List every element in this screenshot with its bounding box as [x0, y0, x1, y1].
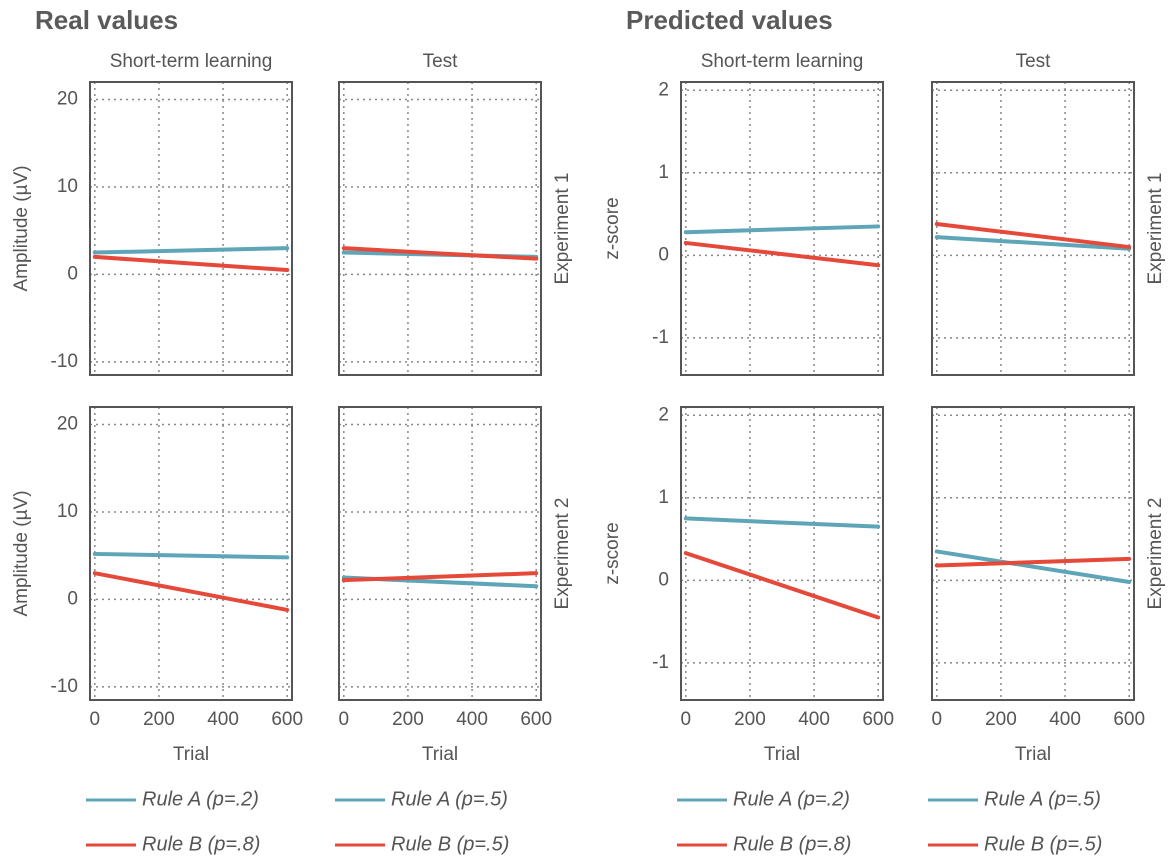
x-tick-label: 600	[862, 709, 894, 730]
series-line	[92, 254, 290, 273]
row-label: Experiment 2	[1145, 498, 1166, 610]
y-tick-label: 2	[658, 79, 669, 100]
series-line	[934, 549, 1132, 584]
column-title: Test	[1016, 51, 1052, 72]
panel-frame	[338, 81, 542, 376]
row-label: Experiment 2	[552, 498, 573, 610]
series-line	[341, 246, 539, 261]
series-line	[934, 235, 1132, 251]
x-tick-label: 400	[1049, 709, 1081, 730]
x-tick-label: 400	[207, 709, 239, 730]
group-title: Real values	[35, 5, 178, 35]
y-tick-label: -1	[652, 327, 669, 348]
x-tick-label: 200	[392, 709, 424, 730]
series-line	[934, 556, 1132, 568]
series-line	[92, 571, 290, 612]
y-tick-label: -1	[652, 652, 669, 673]
y-axis-label: Amplitude (µV)	[11, 490, 32, 616]
column-title: Short-term learning	[701, 51, 864, 72]
x-tick-label: 600	[271, 709, 303, 730]
series-line	[934, 221, 1132, 250]
x-tick-label: 0	[339, 709, 350, 730]
x-axis-label: Trial	[1015, 744, 1051, 765]
legend-label: Rule B (p=.5)	[984, 833, 1102, 855]
y-tick-label: -10	[51, 351, 78, 372]
legend-label: Rule B (p=.5)	[391, 833, 509, 855]
series-line	[683, 516, 881, 529]
x-tick-label: 0	[681, 709, 692, 730]
y-tick-label: 20	[57, 89, 78, 110]
panel-frame	[89, 81, 293, 376]
x-tick-label: 600	[1113, 709, 1145, 730]
x-tick-label: 0	[932, 709, 943, 730]
series-line	[92, 551, 290, 560]
series-line	[92, 246, 290, 255]
x-tick-label: 400	[798, 709, 830, 730]
panel-frame	[680, 81, 884, 376]
panel-frame	[931, 406, 1135, 701]
legend-label: Rule A (p=.5)	[984, 788, 1101, 810]
x-tick-label: 200	[143, 709, 175, 730]
group-title: Predicted values	[626, 5, 833, 35]
x-axis-label: Trial	[764, 744, 800, 765]
y-tick-label: 2	[658, 404, 669, 425]
y-tick-label: -10	[51, 676, 78, 697]
panel-frame	[931, 81, 1135, 376]
panel-frame	[89, 406, 293, 701]
x-tick-label: 200	[734, 709, 766, 730]
column-title: Short-term learning	[110, 51, 273, 72]
y-axis-label: Amplitude (µV)	[11, 165, 32, 291]
legend-label: Rule B (p=.8)	[142, 833, 260, 855]
legend-label: Rule B (p=.8)	[733, 833, 851, 855]
x-tick-label: 0	[90, 709, 101, 730]
y-axis-label: z-score	[602, 197, 623, 259]
x-tick-label: 200	[985, 709, 1017, 730]
legend-label: Rule A (p=.5)	[391, 788, 508, 810]
y-tick-label: 0	[658, 569, 669, 590]
y-tick-label: 0	[67, 588, 78, 609]
y-tick-label: 1	[658, 162, 669, 183]
series-line	[683, 224, 881, 235]
x-axis-label: Trial	[422, 744, 458, 765]
y-tick-label: 20	[57, 414, 78, 435]
legend-label: Rule A (p=.2)	[733, 788, 850, 810]
row-label: Experiment 1	[552, 173, 573, 285]
y-tick-label: 0	[67, 263, 78, 284]
x-tick-label: 400	[456, 709, 488, 730]
y-tick-label: 0	[658, 244, 669, 265]
panel-frame	[680, 406, 884, 701]
y-tick-label: 1	[658, 487, 669, 508]
x-tick-label: 600	[520, 709, 552, 730]
y-tick-label: 10	[57, 176, 78, 197]
series-line	[341, 571, 539, 583]
x-axis-label: Trial	[173, 744, 209, 765]
y-axis-label: z-score	[602, 522, 623, 584]
legend-label: Rule A (p=.2)	[142, 788, 259, 810]
panel-frame	[338, 406, 542, 701]
series-line	[683, 240, 881, 268]
series-line	[683, 551, 881, 620]
y-tick-label: 10	[57, 501, 78, 522]
row-label: Experiment 1	[1145, 173, 1166, 285]
column-title: Test	[423, 51, 459, 72]
